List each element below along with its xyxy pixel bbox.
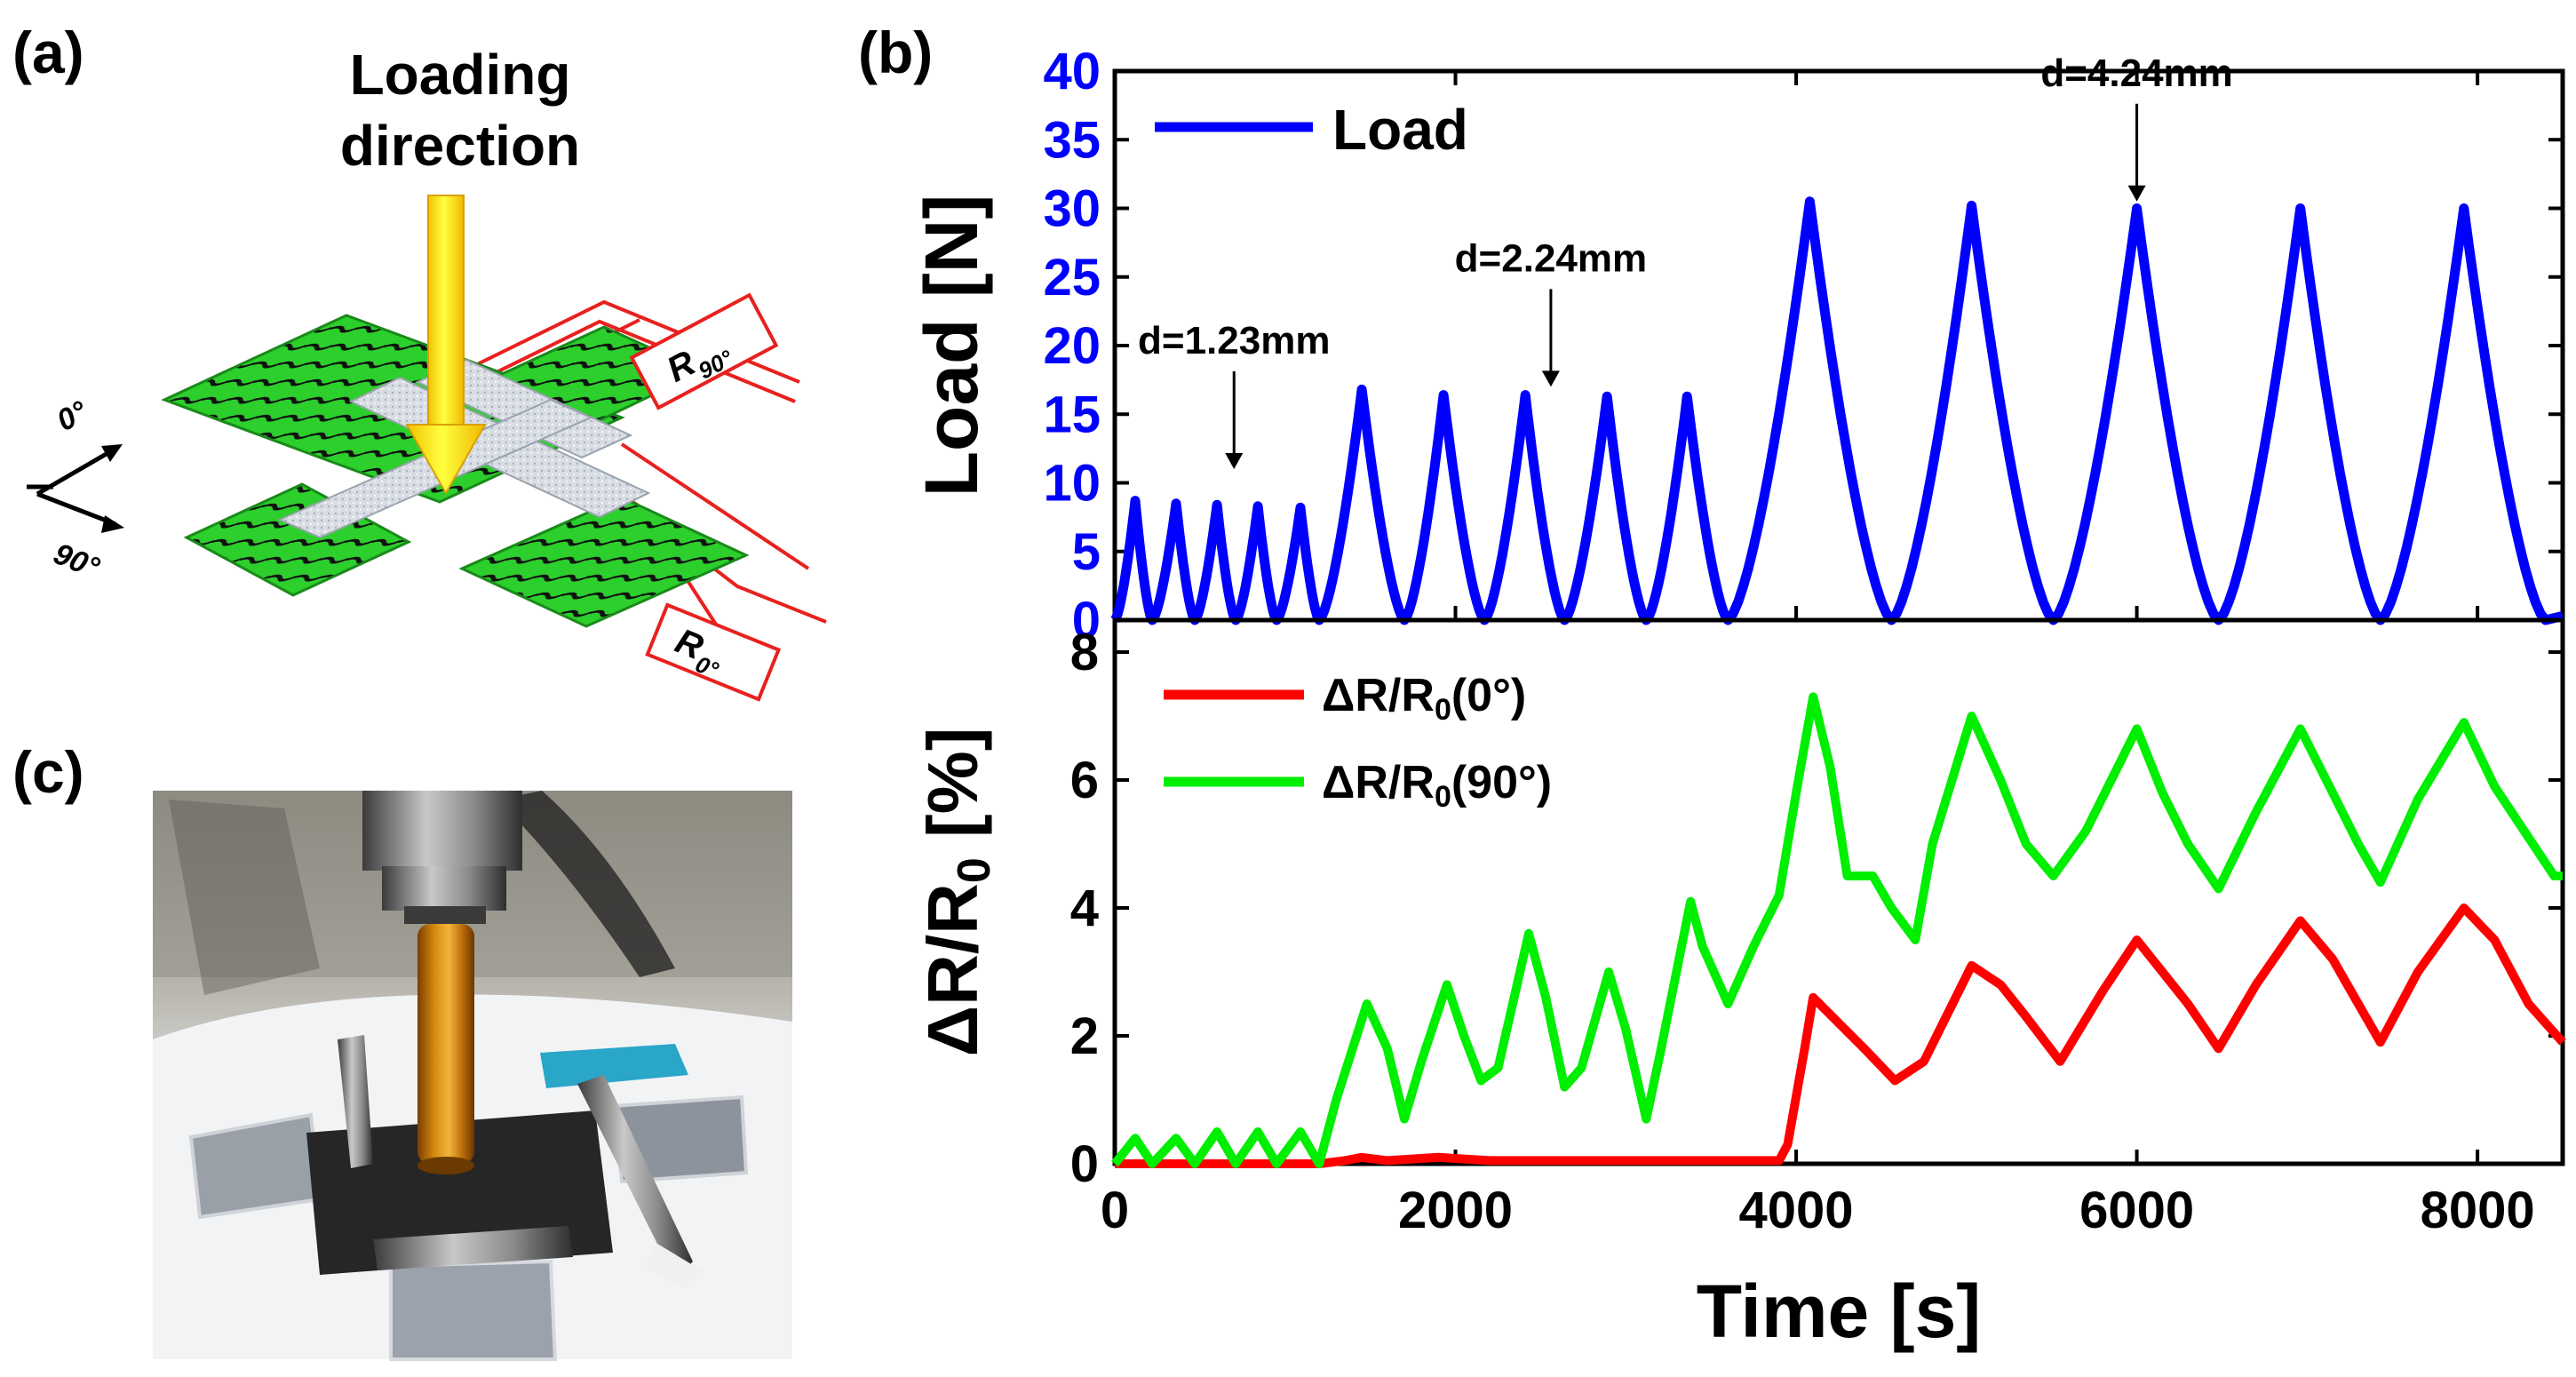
loading-arrow (405, 195, 487, 496)
sensor-sheet-bottom-right (458, 496, 750, 628)
panel-a-label: (a) (12, 20, 84, 85)
annotation-label: d=1.23mm (1138, 319, 1330, 362)
resistance-y-axis-label: ΔR/R0 [%] (913, 728, 1000, 1057)
annotation-label: d=2.24mm (1455, 236, 1647, 280)
load-ytick-label: 35 (1043, 111, 1101, 169)
time-xtick-label: 4000 (1739, 1182, 1854, 1239)
load-chart: 0 5 10 15 20 25 30 35 40 d=1.23mm d=2.24mm d=4.24m… (910, 43, 2565, 649)
axis-0-label: 0° (52, 394, 93, 438)
resistance-legend: ΔR/R0(0°) ΔR/R0(90°) (1164, 670, 1552, 814)
panel-a: (a) Loading direction (12, 20, 827, 702)
resistance-ytick-label: 8 (1070, 624, 1099, 681)
resistance-ytick-label: 4 (1070, 880, 1099, 937)
resistance-ytick-label: 6 (1070, 752, 1099, 809)
axis-90-label: 90° (49, 537, 104, 585)
annotation-label: d=4.24mm (2040, 52, 2232, 95)
legend-r0-label: ΔR/R0(0°) (1322, 670, 1526, 727)
load-ytick-label: 30 (1043, 180, 1101, 238)
resistance-ytick-label: 2 (1070, 1007, 1099, 1065)
time-xtick-label: 0 (1101, 1182, 1129, 1239)
panel-c-label: (c) (12, 739, 84, 805)
loading-direction-text-2: direction (340, 114, 580, 178)
time-xtick-label: 8000 (2421, 1182, 2535, 1239)
time-x-axis-label: Time [s] (1697, 1270, 1982, 1353)
annotation-arrow-head (2127, 185, 2146, 202)
resistance-chart: 0 2 4 6 8 0 2000 4000 6000 8000 ΔR/R0 [%] Time [… (913, 617, 2566, 1353)
load-ytick-label: 0 (1072, 592, 1101, 649)
r0-series-line (1115, 903, 2566, 1168)
load-ytick-label: 40 (1043, 43, 1101, 100)
resistance-chart-frame (1112, 617, 2565, 1166)
legend-load-label: Load (1332, 98, 1468, 162)
annotation-arrow-head (1541, 370, 1560, 387)
load-y-axis-label: Load [N] (910, 195, 993, 497)
legend-r90-label: ΔR/R0(90°) (1322, 757, 1552, 814)
time-xtick-label: 6000 (2079, 1182, 2194, 1239)
load-ytick-label: 20 (1043, 317, 1101, 375)
load-series-line (1110, 196, 2564, 625)
load-ytick-label: 25 (1043, 249, 1101, 306)
loading-direction-text-1: Loading (350, 43, 571, 107)
orientation-axes (27, 444, 124, 533)
r0-box: R 0° (645, 602, 782, 702)
load-ytick-label: 15 (1043, 386, 1101, 443)
load-legend: Load (1155, 98, 1468, 162)
panel-b-label: (b) (858, 20, 933, 85)
r90-series-line (1111, 692, 2563, 1168)
test-setup-photo (153, 791, 792, 1361)
resistance-ytick-label: 0 (1070, 1135, 1099, 1193)
panel-c: (c) (12, 739, 792, 1361)
load-ytick-label: 5 (1072, 523, 1101, 581)
r90-box: R 90° (629, 292, 779, 410)
load-ytick-label: 10 (1043, 455, 1101, 513)
annotation-arrow-head (1225, 453, 1244, 470)
time-xtick-label: 2000 (1398, 1182, 1513, 1239)
